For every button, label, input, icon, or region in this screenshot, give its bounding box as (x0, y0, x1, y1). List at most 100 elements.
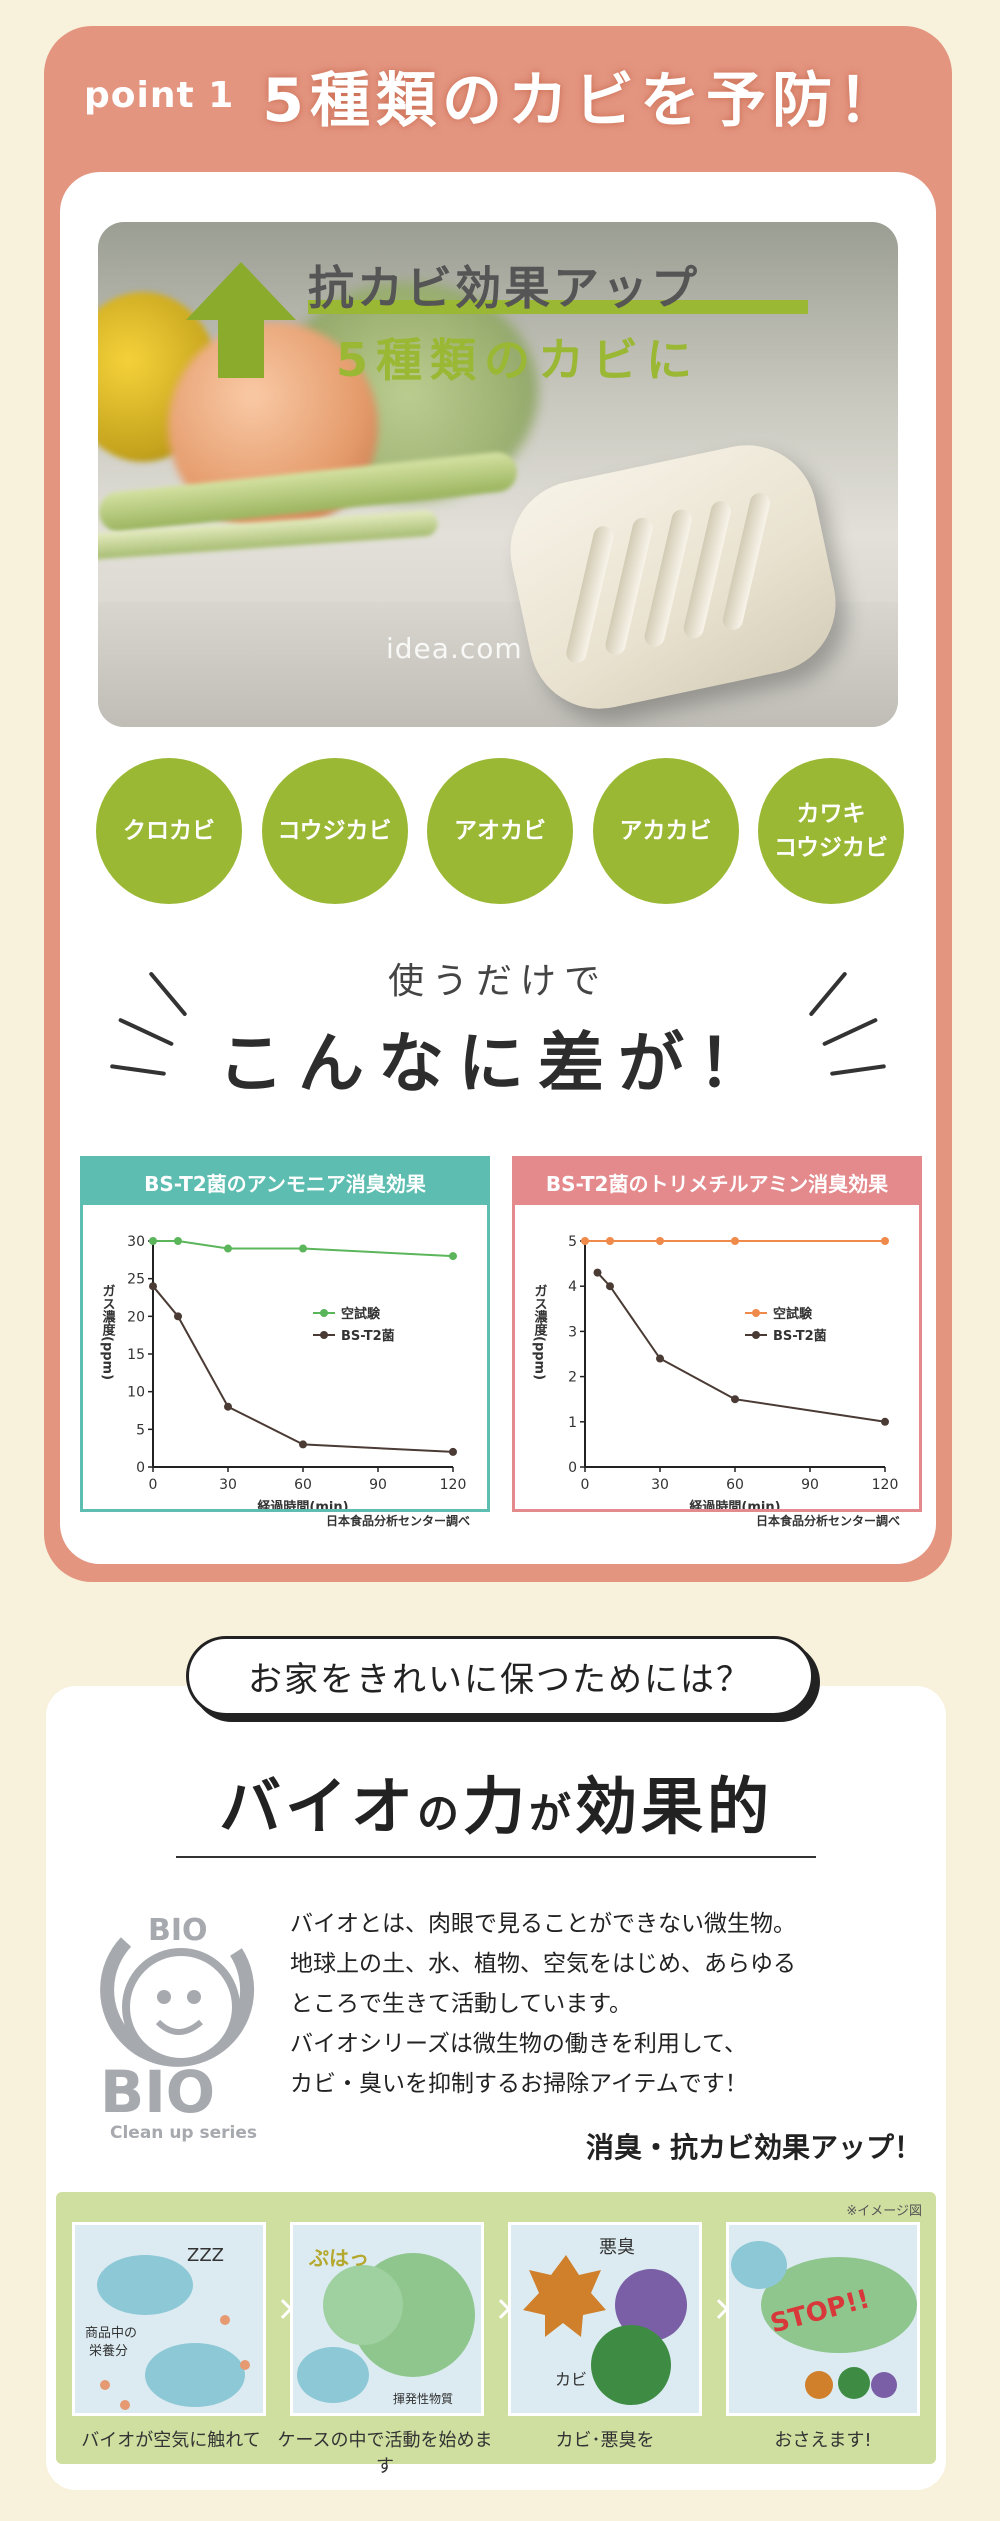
point1-header: point 1 5種類のカビを予防！ (44, 26, 952, 164)
y-tick-label: 20 (127, 1309, 145, 1325)
point-label: point 1 (84, 74, 235, 116)
mold-type-badge: コウジカビ (261, 758, 408, 904)
step-label: カビ (555, 2370, 587, 2389)
step-caption: カビ･悪臭を (555, 2430, 655, 2451)
series-line (596, 1271, 886, 1423)
x-tick-label: 30 (651, 1477, 669, 1493)
y-tick-label: 0 (136, 1460, 145, 1476)
subheading-small: 使うだけで (387, 961, 608, 1002)
point1-title: 5種類のカビを予防！ (262, 65, 905, 136)
bio-emphasis: 消臭・抗カビ効果アップ！ (585, 2131, 922, 2164)
step-3-illustration: 悪臭 カビ (508, 2222, 702, 2416)
data-point (593, 1268, 602, 1277)
x-tick-label: 90 (369, 1477, 387, 1493)
chart-title: BS-T2菌のアンモニア消臭効果 (83, 1159, 487, 1205)
y-tick-label: 3 (568, 1324, 577, 1340)
ammonia-chart-plot: 0 5 10 15 20 25 30 0 30 60 90 120 経過時間(min) ガス濃度(ppm)… (100, 1234, 467, 1509)
arrow-up-icon (186, 262, 296, 382)
step-label: ZZZ (187, 2245, 224, 2266)
chart-source: 日本食品分析センター調べ (756, 1514, 901, 1528)
bio-description: バイオとは、肉眼で見ることができない微生物。 地球上の土、水、植物、空気をはじめ… (290, 1904, 910, 2104)
mold-type-badge: カワキ コウジカビ (758, 758, 904, 904)
legend-label: 空試験 (773, 1306, 813, 1322)
x-tick-label: 90 (801, 1477, 819, 1493)
y-tick-label: 4 (568, 1279, 577, 1295)
y-tick-label: 2 (568, 1370, 577, 1386)
data-point (581, 1237, 589, 1245)
y-tick-label: 15 (127, 1347, 145, 1363)
subheading-big: こんなに差が！ (218, 1025, 778, 1102)
legend-marker (752, 1309, 760, 1317)
chart-source: 日本食品分析センター調べ (326, 1514, 471, 1528)
title-part: 効果的 (575, 1770, 774, 1843)
mold-type-label: コウジカビ (773, 835, 889, 861)
y-tick-label: 1 (568, 1415, 577, 1431)
data-point (149, 1237, 157, 1245)
title-part: 力 (462, 1770, 529, 1843)
x-axis-label: 経過時間(min) (257, 1499, 348, 1509)
x-tick-label: 0 (149, 1477, 158, 1493)
data-point (606, 1237, 614, 1245)
x-axis-label: 経過時間(min) (689, 1499, 780, 1509)
title-part: の (416, 1789, 463, 1838)
x-tick-label: 120 (872, 1477, 899, 1493)
step-label: ぷはっ (308, 2246, 369, 2270)
trimethylamine-chart-plot: 0 1 2 3 4 5 0 30 60 90 120 経過時間(min) ガス濃度(ppm) 空試験 BS-… (532, 1234, 899, 1509)
bio-logo-subtitle: Clean up series (110, 2123, 257, 2142)
process-steps: ※イメージ図 ZZZ 商品中の 栄養分 (56, 2192, 936, 2477)
data-point (174, 1237, 182, 1245)
mold-type-label: アオカビ (454, 817, 546, 844)
bio-logo-text: BIO (100, 2058, 215, 2126)
data-point (299, 1244, 307, 1253)
data-point (656, 1354, 664, 1363)
point1-section: point 1 5種類のカビを予防！ (44, 26, 952, 1582)
data-point (881, 1417, 889, 1426)
step-2-illustration: ぷはっ 揮発性物質 (290, 2222, 484, 2416)
y-tick-label: 30 (127, 1234, 145, 1250)
title-divider (176, 1856, 816, 1858)
mold-type-badge: クロカビ (96, 758, 242, 904)
legend-label: 空試験 (341, 1306, 381, 1322)
step-4-illustration: STOP!! (726, 2222, 920, 2416)
legend-marker (320, 1331, 328, 1339)
y-tick-label: 5 (568, 1234, 577, 1250)
product-photo: 抗カビ効果アップ 5種類のカビに idea.com (98, 222, 898, 727)
question-pill: お家をきれいに保つためには？ (186, 1636, 814, 1716)
x-tick-label: 120 (440, 1477, 467, 1493)
legend-marker (752, 1331, 760, 1339)
x-tick-label: 60 (726, 1477, 744, 1493)
mold-type-label: クロカビ (123, 817, 215, 844)
trimethylamine-chart: BS-T2菌のトリメチルアミン消臭効果 0 1 2 3 4 5 0 30 60 90 120 経過時間… (512, 1156, 922, 1512)
bio-logo: BIO BIO Clean up series (86, 1902, 266, 2143)
bio-logo-small-text: BIO (148, 1913, 208, 1948)
x-tick-label: 0 (581, 1477, 590, 1493)
data-point (224, 1402, 232, 1411)
y-tick-label: 10 (127, 1385, 145, 1401)
data-point (299, 1440, 307, 1449)
y-tick-label: 5 (136, 1422, 145, 1438)
bio-section: バイオの力が効果的 BIO BIO Clean up series バイオとは、… (46, 1686, 946, 2490)
data-point (224, 1244, 232, 1253)
y-axis-label: ガス濃度(ppm) (100, 1284, 116, 1380)
headline-underline (308, 300, 808, 314)
data-point (731, 1237, 739, 1245)
y-tick-label: 0 (568, 1460, 577, 1476)
description-line: カビ・臭いを抑制するお掃除アイテムです！ (290, 2071, 748, 2097)
mold-type-list: クロカビ コウジカビ アオカビ アカカビ カワキ コウジカビ (96, 758, 904, 904)
step-label: 栄養分 (89, 2343, 128, 2359)
data-point (656, 1237, 664, 1245)
bio-section-title: バイオの力が効果的 (46, 1756, 946, 1846)
photo-headline-1: 抗カビ効果アップ (308, 261, 700, 315)
step-label: 揮発性物質 (393, 2391, 453, 2406)
legend-label: BS-T2菌 (341, 1328, 395, 1344)
data-point (449, 1252, 457, 1261)
step-caption: ケースの中で活動を始めます (277, 2430, 493, 2477)
data-point (449, 1447, 457, 1456)
series-line (152, 1285, 454, 1453)
mold-type-label: カワキ (796, 800, 866, 827)
description-line: ところで生きて活動しています。 (290, 1991, 633, 2017)
description-line: 地球上の土、水、植物、空気をはじめ、あらゆる (290, 1951, 796, 1977)
image-note: ※イメージ図 (846, 2204, 922, 2219)
chart-title: BS-T2菌のトリメチルアミン消臭効果 (515, 1159, 919, 1205)
